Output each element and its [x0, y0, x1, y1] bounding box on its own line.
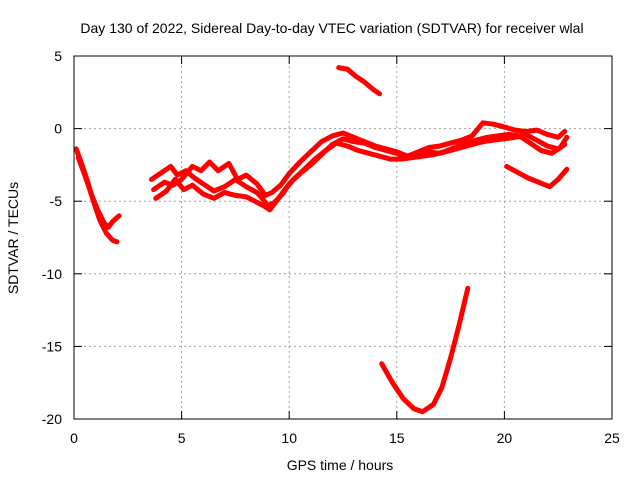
axis-ticks — [73, 55, 613, 420]
y-axis-label: SDTVAR / TECUs — [5, 182, 21, 294]
x-tick-label: 15 — [389, 430, 405, 446]
series-arc-6 — [336, 65, 383, 97]
y-tick-label: -20 — [42, 411, 62, 427]
series-arc-2 — [75, 155, 122, 230]
series-arc-4 — [151, 120, 568, 198]
y-tick-label: -10 — [42, 266, 62, 282]
grid — [74, 56, 612, 419]
series-arc-8 — [504, 163, 570, 190]
x-axis-label: GPS time / hours — [287, 457, 394, 473]
y-tick-label: 0 — [54, 121, 62, 137]
x-tick-label: 20 — [497, 430, 513, 446]
series-arc-5 — [153, 131, 570, 213]
x-tick-label: 25 — [604, 430, 620, 446]
tick-labels: 0 5 10 15 20 25 5 0 -5 -10 -15 -20 — [42, 48, 620, 446]
x-tick-label: 0 — [70, 430, 78, 446]
y-tick-label: 5 — [54, 48, 62, 64]
series-arc-3 — [149, 131, 568, 209]
series-layer — [73, 65, 570, 415]
y-tick-label: -5 — [50, 193, 63, 209]
y-tick-label: -15 — [42, 338, 62, 354]
plot-frame — [73, 55, 613, 420]
series-arc-7 — [379, 285, 471, 415]
x-tick-label: 5 — [178, 430, 186, 446]
x-tick-label: 10 — [281, 430, 297, 446]
chart-title: Day 130 of 2022, Sidereal Day-to-day VTE… — [80, 20, 583, 36]
